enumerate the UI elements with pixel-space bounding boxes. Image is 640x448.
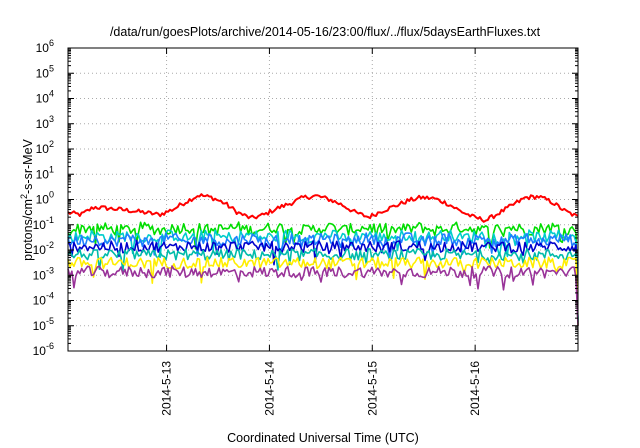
y-tick-label: 101 — [36, 164, 54, 181]
series-group — [67, 193, 579, 326]
y-axis-label: protons/cm2-s-sr-MeV — [19, 138, 35, 260]
series-line — [67, 256, 579, 326]
series-line — [67, 247, 579, 326]
series-line — [67, 193, 579, 223]
x-tick-label: 2014-5-16 — [468, 361, 482, 416]
y-tick-label: 10-4 — [33, 291, 54, 308]
y-tick-label: 10-1 — [33, 215, 54, 232]
y-axis-label-base: protons/cm — [21, 199, 35, 261]
y-axis-label-rest: -s-sr-MeV — [21, 138, 35, 194]
y-tick-label: 102 — [36, 139, 54, 156]
y-tick-label: 104 — [36, 89, 54, 106]
y-tick-label: 10-5 — [33, 316, 54, 333]
y-tick-label: 10-3 — [33, 265, 54, 282]
x-axis-label: Coordinated Universal Time (UTC) — [227, 431, 419, 445]
chart-title: /data/run/goesPlots/archive/2014-05-16/2… — [110, 25, 541, 39]
x-tick-label: 2014-5-13 — [160, 361, 174, 416]
y-tick-label: 103 — [36, 114, 54, 131]
y-tick-label: 105 — [36, 63, 54, 80]
plot-frame — [67, 47, 579, 352]
y-tick-label: 100 — [36, 190, 54, 207]
x-axis-ticks: 2014-5-13 2014-5-14 2014-5-15 2014-5-16 — [160, 48, 482, 416]
y-axis-ticks: 10-6 10-5 10-4 10-3 10-2 10-1 100 101 102 103 104 1… — [33, 38, 578, 358]
series-line — [67, 239, 579, 326]
x-tick-label: 2014-5-15 — [365, 361, 379, 416]
y-tick-label: 10-6 — [33, 341, 54, 358]
y-tick-label: 10-2 — [33, 240, 54, 257]
grid-lines — [68, 48, 578, 351]
y-axis-label-sup: 2 — [19, 194, 29, 199]
y-tick-label: 106 — [36, 38, 54, 55]
series-line — [67, 265, 579, 326]
x-tick-label: 2014-5-14 — [262, 361, 276, 416]
